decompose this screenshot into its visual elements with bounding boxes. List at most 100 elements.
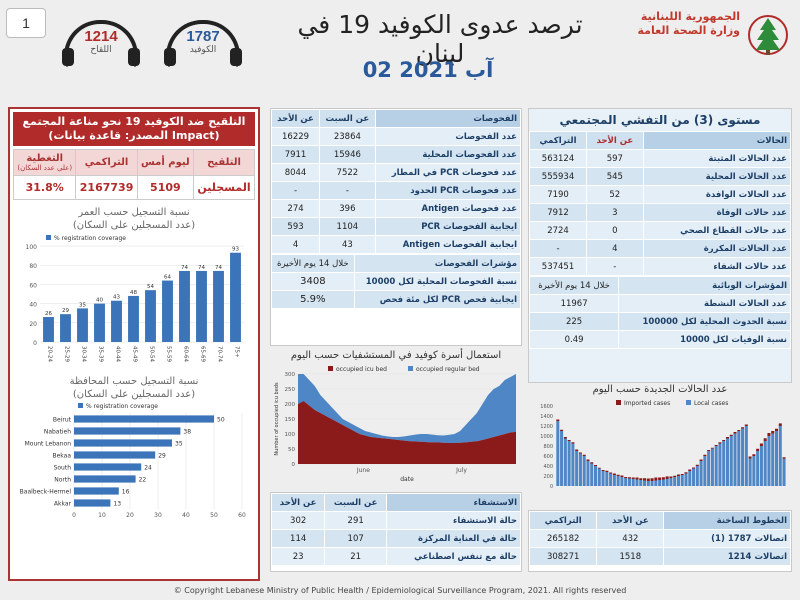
- cases-imported-bar: [658, 477, 662, 480]
- age-legend-label: % registration coverage: [54, 235, 126, 242]
- gov-xtick-label: 20: [126, 512, 134, 519]
- gov-bar: [74, 487, 119, 495]
- cases-imported-bar: [582, 454, 586, 456]
- hospital-cell-label: حالة مع تنفس اصطناعي: [386, 547, 521, 566]
- cases-local-bar: [737, 431, 741, 486]
- tests-header-sat: عن السبت: [319, 109, 376, 128]
- epi-row: نسبة الوفيات لكل 10000 0.49: [528, 330, 791, 349]
- spread-cell-cum: 7912: [528, 203, 588, 222]
- hosp-xtick-label: July: [455, 467, 467, 474]
- cases-local-bar: [578, 453, 582, 486]
- hospital-row: حالة مع تنفس اصطناعي 21 23: [270, 547, 521, 566]
- age-ytick-label: 80: [29, 263, 37, 270]
- hospital-row: حالة في العناية المركزة 107 114: [270, 529, 521, 548]
- cases-imported-bar: [782, 457, 786, 459]
- hosp-header-label: الاستشفاء: [386, 493, 521, 512]
- spread-cell-label: عدد الحالات المكررة: [642, 239, 792, 258]
- cases-local-bar: [646, 481, 650, 486]
- age-bar-label: 74: [181, 265, 188, 271]
- cases-local-bar: [658, 480, 662, 486]
- epi-cell-label: نسبة الوفيات لكل 10000: [618, 330, 791, 349]
- epi-cell-value: 225: [528, 312, 620, 331]
- cases-local-bar: [756, 451, 760, 486]
- spread-cell-label: عدد الحالات المثبتة: [642, 149, 792, 168]
- epi-row: عدد الحالات النشطة 11967: [528, 294, 791, 313]
- cases-ytick-label: 1400: [540, 414, 553, 420]
- hotlines-row: اتصالات 1787 (1) 432 265182: [528, 529, 791, 548]
- spread-header-cum: التراكمي: [528, 131, 588, 150]
- spread-header-label: الحالات: [642, 131, 792, 150]
- cases-legend-local-label: Local cases: [694, 400, 728, 407]
- cases-imported-bar: [692, 467, 696, 469]
- cases-imported-bar: [609, 472, 613, 474]
- cases-local-bar: [635, 479, 639, 486]
- tests-cell-label: ايجابية الفحوصات Antigen: [374, 235, 522, 254]
- hotlines-cell-cum: 265182: [528, 529, 598, 548]
- cases-imported-bar: [560, 429, 564, 431]
- cases-imported-bar: [646, 478, 650, 481]
- cases-imported-bar: [778, 423, 782, 426]
- vaccination-title: التلقيح ضد الكوفيد 19 نحو مناعة المجتمع …: [13, 112, 255, 146]
- spread-cell-sun: 3: [586, 203, 644, 222]
- cases-local-bar: [748, 458, 752, 486]
- cases-local-bar: [703, 456, 707, 486]
- cases-imported-bar: [627, 477, 631, 479]
- age-bar-label: 48: [130, 290, 137, 296]
- tests-row: عدد فحوصات PCR الحدود - -: [270, 181, 522, 200]
- cases-imported-bar: [676, 474, 680, 476]
- cases-imported-bar: [586, 459, 590, 461]
- gov-bar: [74, 427, 181, 435]
- hosp-yaxis-label: Number of occupied icu beds: [274, 382, 280, 456]
- tests-row: عدد فحوصات PCR في المطار 7522 8044: [270, 163, 522, 182]
- cases-local-bar: [650, 481, 654, 486]
- hosp-ytick-label: 0: [292, 462, 296, 468]
- page-title: ترصد عدوى الكوفيد 19 في لبنان: [297, 10, 583, 68]
- tests-cell-sun: 8044: [270, 163, 321, 182]
- spread-cell-cum: 537451: [528, 257, 588, 276]
- cases-imported-bar: [635, 477, 639, 480]
- tests-positivity-label: ايجابية فحص PCR لكل مئة فحص: [353, 290, 522, 309]
- tests-panel: الفحوصات عن السبت عن الأحد عدد الفحوصات 2…: [270, 108, 522, 346]
- gov-chart-title: نسبة التسجيل حسب المحافظة: [69, 376, 199, 387]
- age-xtick-label: 25-29: [64, 346, 70, 362]
- cases-local-bar: [556, 421, 560, 486]
- hotlines-panel: الخطوط الساخنة عن الأحد التراكمي اتصالات…: [528, 510, 792, 572]
- age-xtick-label: 75+: [234, 346, 240, 358]
- vaccination-panel: التلقيح ضد الكوفيد 19 نحو مناعة المجتمع …: [8, 107, 260, 581]
- cases-imported-bar: [763, 438, 767, 441]
- age-ytick-label: 60: [29, 282, 37, 289]
- tests-cell-sat: 396: [319, 199, 376, 218]
- age-bar: [43, 317, 54, 342]
- age-bar-label: 26: [45, 311, 52, 317]
- spread-cell-label: عدد حالات القطاع الصحي: [642, 221, 792, 240]
- cases-ytick-label: 1200: [540, 424, 553, 430]
- spread-cell-sun: 545: [586, 167, 644, 186]
- cases-ytick-label: 600: [543, 454, 553, 460]
- cases-local-bar: [601, 471, 605, 486]
- cases-local-bar: [627, 478, 631, 486]
- gov-ytick-label: South: [54, 464, 72, 471]
- hospital-chart-title: استعمال أسرة كوفيد في المستشفيات حسب الي…: [290, 350, 502, 361]
- cases-local-bar: [616, 476, 620, 486]
- cases-ytick-label: 0: [550, 484, 553, 490]
- age-bar-label: 54: [147, 284, 154, 290]
- hotlines-cell-sun: 432: [596, 529, 665, 548]
- cases-local-bar: [563, 438, 567, 486]
- spread-row: عدد الحالات الوافدة 52 7190: [528, 185, 792, 204]
- cases-imported-bar: [703, 454, 707, 456]
- hospital-cell-sat: 21: [324, 547, 388, 566]
- tests-cell-sat: 15946: [319, 145, 376, 164]
- hospital-row: حالة الاستشفاء 291 302: [270, 511, 521, 530]
- hospital-chart-panel: استعمال أسرة كوفيد في المستشفيات حسب الي…: [270, 350, 522, 486]
- cases-chart-panel: عدد الحالات الجديدة حسب اليوم 0 200 400 600…: [528, 384, 792, 504]
- cases-local-bar: [586, 461, 590, 486]
- cases-imported-bar: [669, 476, 673, 478]
- cases-imported-bar: [631, 477, 635, 479]
- cases-local-bar: [759, 446, 763, 486]
- hospital-cell-sun: 114: [270, 529, 326, 548]
- cases-local-bar: [567, 441, 571, 486]
- tests-row: ايجابية الفحوصات Antigen 43 4: [270, 235, 522, 254]
- cases-local-bar: [774, 431, 779, 486]
- hospital-cell-sat: 291: [324, 511, 388, 530]
- age-bar-label: 93: [232, 247, 239, 253]
